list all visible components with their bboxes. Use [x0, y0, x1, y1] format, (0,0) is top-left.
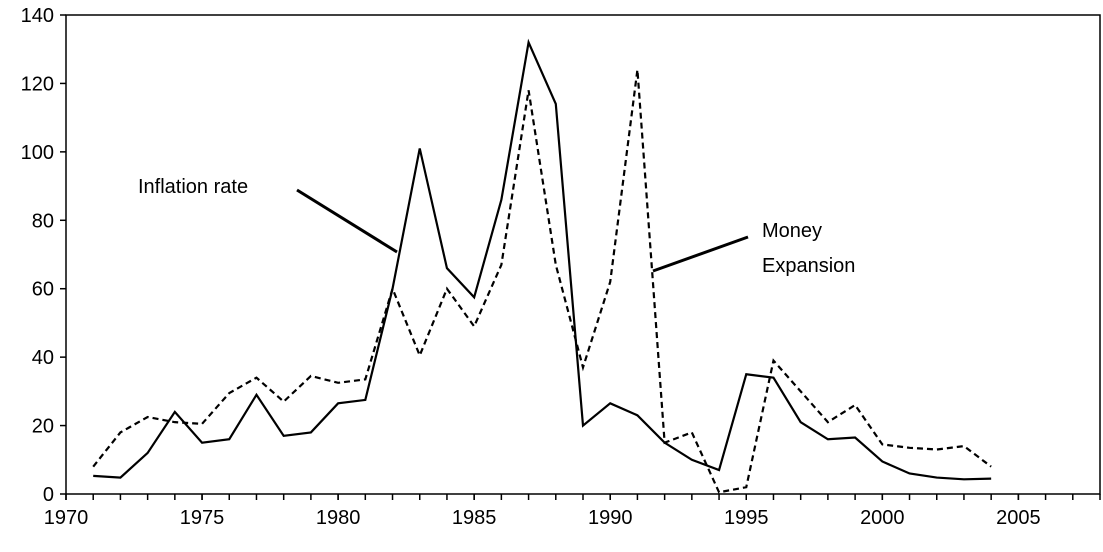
y-tick-label: 140 — [21, 5, 54, 27]
annotation-pointer — [296, 188, 398, 254]
y-tick-label: 100 — [21, 142, 54, 164]
y-tick-label: 0 — [43, 484, 54, 506]
y-tick-label: 80 — [32, 210, 54, 232]
x-tick-label: 1980 — [316, 507, 361, 529]
y-tick-label: 40 — [32, 347, 54, 369]
y-tick-label: 60 — [32, 279, 54, 301]
annotation: Money Expansion — [762, 220, 855, 277]
y-tick-label: 20 — [32, 416, 54, 438]
annotation-pointer — [652, 235, 749, 273]
y-tick-label: 120 — [21, 73, 54, 95]
series-line — [93, 38, 992, 481]
x-tick-label: 1975 — [180, 507, 225, 529]
x-tick-label: 1970 — [44, 507, 89, 529]
x-tick-label: 1995 — [724, 507, 769, 529]
annotation: Inflation rate — [138, 176, 248, 198]
x-tick-label: 2005 — [996, 507, 1041, 529]
x-tick-label: 1985 — [452, 507, 497, 529]
series-line — [92, 69, 992, 494]
x-tick-label: 1990 — [588, 507, 633, 529]
x-tick-label: 2000 — [860, 507, 905, 529]
